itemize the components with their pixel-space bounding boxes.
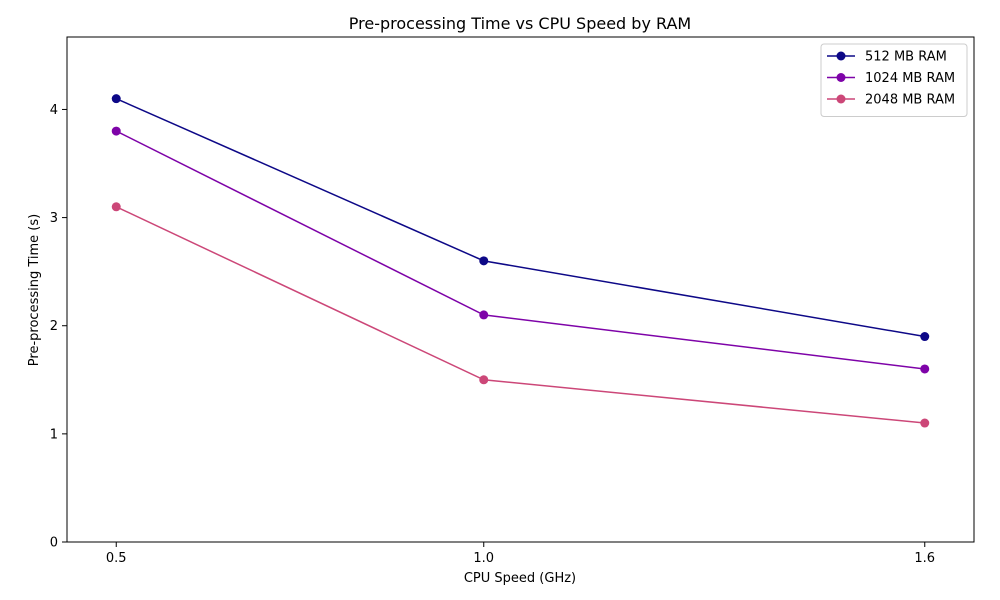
y-tick-label: 4 [50,103,58,118]
x-tick-label: 1.6 [914,551,935,566]
data-point [479,310,489,320]
legend-item: 2048 MB RAM [827,93,955,108]
series-layer [111,94,930,428]
series-line [115,206,925,424]
series-line [115,130,925,370]
data-point [920,418,930,428]
legend-item: 512 MB RAM [827,50,947,65]
data-point [920,364,930,374]
plot-frame [66,36,975,543]
legend-label: 2048 MB RAM [865,93,955,108]
y-tick-label: 0 [50,536,58,551]
legend: 512 MB RAM 1024 MB RAM 2048 MB RAM [820,43,968,117]
y-tick-label: 2 [50,319,58,334]
legend-frame [820,43,968,117]
legend-label: 512 MB RAM [865,50,947,65]
x-axis-label: CPU Speed (GHz) [464,571,576,586]
series-1 [111,94,930,342]
data-point [111,126,121,136]
x-tick-label: 1.0 [473,551,494,566]
legend-swatch-marker [836,94,846,104]
data-point [479,256,489,266]
data-point [111,202,121,212]
series-2 [111,126,930,374]
y-tick-label: 1 [50,427,58,442]
series-3 [111,202,930,428]
data-point [111,94,121,104]
data-point [479,375,489,385]
chart-title: Pre-processing Time vs CPU Speed by RAM [349,14,691,33]
legend-swatch-marker [836,73,846,82]
x-axis-ticks: 0.5 1.0 1.6 [106,542,935,566]
y-axis-ticks: 0 1 2 3 4 [50,103,67,551]
y-axis-label: Pre-processing Time (s) [27,214,42,366]
legend-label: 1024 MB RAM [865,71,955,86]
x-tick-label: 0.5 [106,551,127,566]
plot-area [66,36,975,543]
legend-swatch-marker [836,51,846,61]
legend-item: 1024 MB RAM [827,71,955,86]
y-tick-label: 3 [50,211,58,226]
series-line [115,97,925,338]
data-point [920,332,930,342]
